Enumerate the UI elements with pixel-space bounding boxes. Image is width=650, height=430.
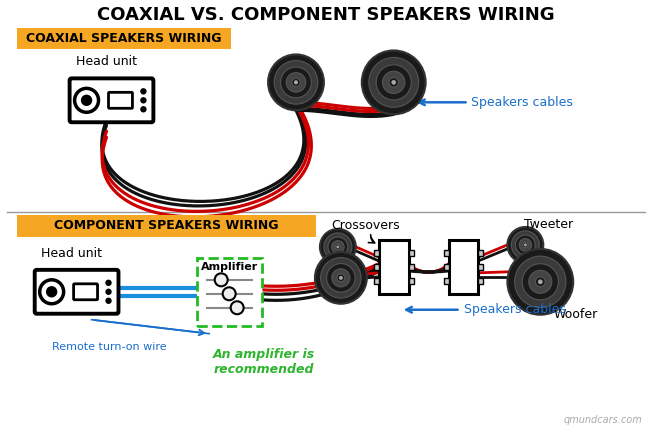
Circle shape	[324, 233, 352, 261]
Circle shape	[337, 274, 344, 282]
Circle shape	[294, 81, 298, 84]
Circle shape	[529, 270, 552, 293]
Text: Tweeter: Tweeter	[524, 218, 573, 231]
Circle shape	[392, 80, 396, 84]
Circle shape	[281, 67, 311, 98]
Circle shape	[320, 229, 356, 265]
Circle shape	[332, 241, 344, 253]
Circle shape	[515, 235, 535, 255]
FancyBboxPatch shape	[379, 240, 409, 294]
Circle shape	[512, 231, 540, 259]
FancyBboxPatch shape	[34, 270, 118, 314]
Circle shape	[508, 227, 543, 263]
Circle shape	[335, 244, 341, 249]
FancyBboxPatch shape	[443, 250, 448, 256]
FancyBboxPatch shape	[374, 264, 379, 270]
Text: An amplifier is
recommended: An amplifier is recommended	[213, 347, 315, 375]
Text: COAXIAL VS. COMPONENT SPEAKERS WIRING: COAXIAL VS. COMPONENT SPEAKERS WIRING	[97, 6, 554, 24]
Circle shape	[268, 55, 324, 110]
Circle shape	[292, 78, 300, 86]
Circle shape	[40, 280, 64, 304]
Text: Remote turn-on wire: Remote turn-on wire	[51, 341, 166, 352]
Circle shape	[286, 73, 306, 92]
Text: Speakers cables: Speakers cables	[463, 303, 566, 316]
Circle shape	[231, 301, 244, 314]
FancyBboxPatch shape	[478, 278, 484, 284]
FancyBboxPatch shape	[17, 215, 316, 237]
Circle shape	[523, 242, 528, 248]
Circle shape	[106, 280, 111, 285]
Circle shape	[522, 264, 558, 300]
Circle shape	[383, 71, 405, 94]
Circle shape	[538, 280, 542, 284]
Text: COMPONENT SPEAKERS WIRING: COMPONENT SPEAKERS WIRING	[54, 219, 279, 233]
Circle shape	[339, 276, 343, 280]
FancyBboxPatch shape	[374, 278, 379, 284]
Circle shape	[320, 258, 361, 298]
Text: qmundcars.com: qmundcars.com	[564, 415, 642, 425]
FancyBboxPatch shape	[409, 264, 413, 270]
Text: Woofer: Woofer	[553, 308, 597, 321]
Circle shape	[141, 98, 146, 103]
Circle shape	[508, 249, 573, 315]
FancyBboxPatch shape	[374, 250, 379, 256]
FancyBboxPatch shape	[478, 264, 484, 270]
FancyBboxPatch shape	[73, 284, 98, 300]
FancyBboxPatch shape	[17, 28, 231, 49]
Circle shape	[536, 277, 545, 287]
Circle shape	[362, 50, 426, 114]
FancyBboxPatch shape	[443, 278, 448, 284]
Circle shape	[82, 95, 92, 105]
Text: Head unit: Head unit	[41, 247, 102, 260]
Text: Amplifier: Amplifier	[201, 262, 258, 272]
Circle shape	[519, 239, 532, 251]
Text: Speakers cables: Speakers cables	[471, 96, 573, 109]
FancyBboxPatch shape	[443, 264, 448, 270]
Circle shape	[141, 107, 146, 112]
FancyBboxPatch shape	[478, 250, 484, 256]
Circle shape	[337, 246, 339, 248]
Circle shape	[315, 252, 367, 304]
Circle shape	[369, 58, 419, 107]
Circle shape	[223, 287, 236, 300]
Circle shape	[389, 77, 398, 87]
Circle shape	[515, 256, 566, 307]
FancyBboxPatch shape	[409, 278, 413, 284]
Text: Head unit: Head unit	[76, 55, 137, 68]
FancyBboxPatch shape	[409, 250, 413, 256]
Circle shape	[328, 237, 348, 257]
Text: Crossovers: Crossovers	[331, 219, 400, 233]
Circle shape	[274, 61, 318, 104]
FancyBboxPatch shape	[109, 92, 133, 108]
FancyBboxPatch shape	[70, 78, 153, 122]
Circle shape	[106, 298, 111, 303]
FancyBboxPatch shape	[448, 240, 478, 294]
Circle shape	[106, 289, 111, 294]
Circle shape	[326, 264, 355, 292]
Circle shape	[75, 88, 99, 112]
Circle shape	[332, 269, 350, 287]
Circle shape	[525, 244, 527, 246]
Text: COAXIAL SPEAKERS WIRING: COAXIAL SPEAKERS WIRING	[26, 32, 222, 45]
Circle shape	[376, 65, 411, 100]
FancyBboxPatch shape	[197, 258, 261, 326]
Circle shape	[214, 273, 227, 286]
Circle shape	[47, 287, 57, 297]
Circle shape	[141, 89, 146, 94]
